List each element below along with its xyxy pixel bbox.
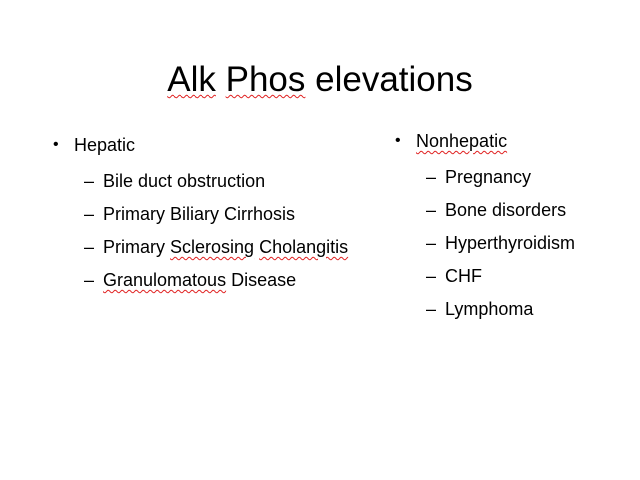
title-word-alk: Alk <box>167 60 216 99</box>
right-item-4-text: CHF <box>445 266 482 286</box>
bullet-dot-icon: • <box>395 132 401 149</box>
right-item-2-text: Bone disorders <box>445 200 567 220</box>
right-item-1-text: Pregnancy <box>445 167 532 187</box>
bullet-dot-icon: • <box>53 136 59 153</box>
left-item-4-word-1: Granulomatous <box>103 270 227 290</box>
dash-icon: – <box>84 237 95 257</box>
left-item-4-text: Granulomatous Disease <box>103 269 296 291</box>
dash-icon: – <box>426 200 437 220</box>
dash-icon: – <box>84 171 95 191</box>
left-item-1-text: Bile duct obstruction <box>103 171 266 191</box>
dash-icon: – <box>84 204 95 224</box>
right-item-5-text: Lymphoma <box>445 299 534 319</box>
left-item-3-word-1: Primary <box>103 237 165 257</box>
left-item-3-word-2: Sclerosing <box>170 237 255 257</box>
left-item-2-text: Primary Biliary Cirrhosis <box>103 204 296 224</box>
title-word-elevations: elevations <box>315 60 473 99</box>
slide-title: Alk Phos elevations <box>0 58 640 102</box>
right-item-3-text: Hyperthyroidism <box>445 233 576 253</box>
dash-icon: – <box>426 266 437 286</box>
bullet-heading-hepatic: Hepatic <box>74 135 136 155</box>
title-word-phos: Phos <box>225 60 306 99</box>
bullet-heading-nonhepatic: Nonhepatic <box>416 131 508 151</box>
dash-icon: – <box>426 233 437 253</box>
dash-icon: – <box>84 270 95 290</box>
left-item-4-word-2: Disease <box>231 270 297 290</box>
dash-icon: – <box>426 167 437 187</box>
left-item-3-text: Primary Sclerosing Cholangitis <box>103 236 348 258</box>
left-item-3-word-3: Cholangitis <box>259 237 349 257</box>
dash-icon: – <box>426 299 437 319</box>
